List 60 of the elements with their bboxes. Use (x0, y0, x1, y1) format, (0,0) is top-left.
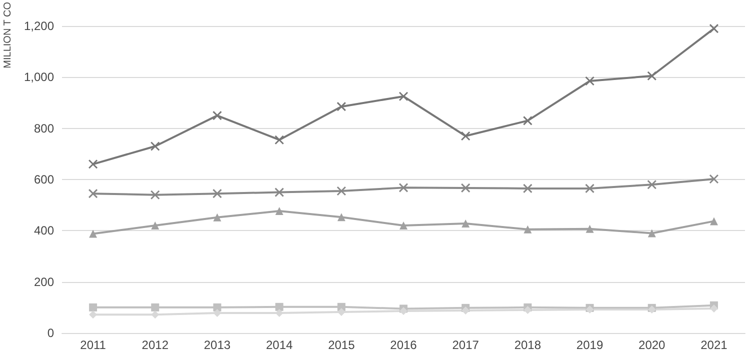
point (460, 131, 470, 141)
point (88, 188, 98, 198)
y-tick-label: 600 (34, 172, 54, 186)
point (336, 102, 346, 112)
point (89, 303, 98, 312)
y-tick-label: 200 (34, 274, 54, 289)
y-tick-label: 0 (47, 326, 54, 340)
y-tick-label: 800 (34, 121, 54, 136)
point (274, 188, 284, 198)
point (212, 110, 222, 120)
point (151, 303, 160, 312)
x-tick-label: 2019 (576, 338, 604, 350)
x-tick-label: 2015 (328, 338, 356, 350)
point (647, 71, 657, 81)
point (150, 190, 160, 200)
x-tick-label: 2018 (514, 338, 542, 350)
x-tick-label: 2020 (638, 338, 666, 350)
point (275, 302, 284, 311)
point (462, 220, 470, 228)
point (522, 116, 532, 126)
point (400, 222, 408, 230)
point (398, 92, 408, 102)
point (586, 224, 594, 233)
x-tick-label: 2012 (142, 338, 169, 350)
point (585, 76, 595, 86)
point (648, 229, 656, 238)
x-tick-label: 2016 (390, 338, 418, 350)
point (275, 206, 284, 215)
point (709, 174, 719, 184)
point (336, 186, 346, 196)
point (213, 303, 222, 312)
point (400, 307, 408, 315)
point (524, 225, 532, 234)
point (524, 306, 532, 314)
point (150, 141, 160, 151)
y-axis-title: MILLION T CO (2, 2, 14, 68)
point (274, 135, 284, 145)
point (151, 222, 160, 230)
point (522, 184, 532, 194)
point (88, 159, 98, 169)
point (585, 184, 595, 194)
point (709, 24, 719, 34)
x-tick-label: 2021 (700, 338, 728, 350)
point (710, 217, 718, 226)
point (460, 183, 470, 193)
point (89, 230, 98, 238)
y-tick-label: 400 (34, 224, 54, 238)
point (212, 188, 222, 198)
x-tick-label: 2017 (452, 338, 480, 350)
point (398, 182, 408, 192)
point (710, 304, 718, 312)
x-tick-label: 2014 (266, 338, 293, 350)
point (337, 213, 346, 222)
point (213, 213, 222, 222)
y-tick-label: 1,200 (24, 19, 54, 33)
y-tick-label: 1,000 (24, 70, 54, 84)
x-tick-label: 2011 (80, 338, 106, 350)
x-tick-label: 2013 (204, 338, 231, 350)
point (647, 180, 657, 190)
point (462, 306, 470, 314)
